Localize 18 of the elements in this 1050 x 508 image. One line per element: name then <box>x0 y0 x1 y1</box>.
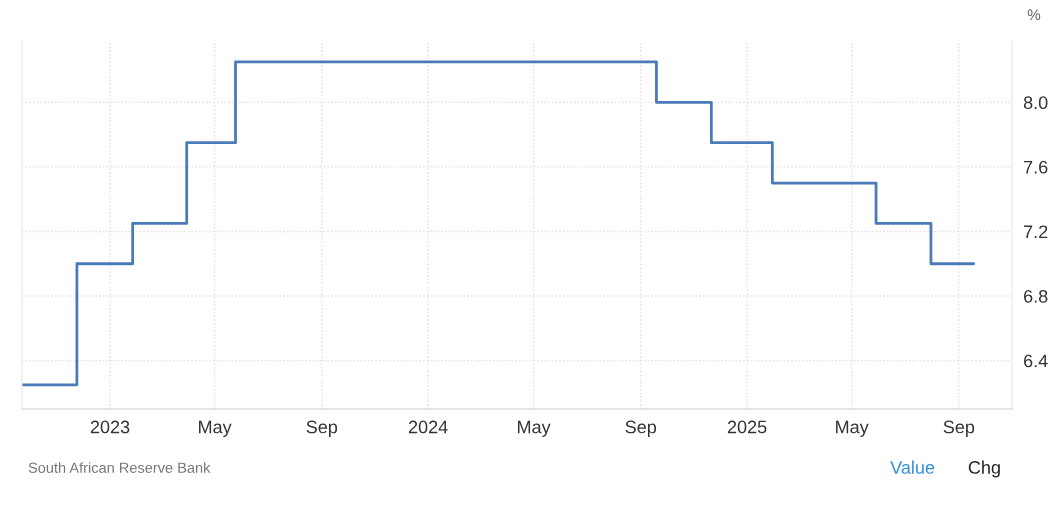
y-tick-label: 8.0 <box>1023 96 1048 110</box>
x-tick-label: May <box>517 420 551 437</box>
x-tick-label: 2023 <box>90 420 130 434</box>
x-tick-label: Sep <box>943 420 975 437</box>
y-axis-title: % <box>1027 9 1041 21</box>
y-tick-label: 6.4 <box>1024 354 1048 368</box>
x-tick-label: May <box>836 420 869 437</box>
x-tick-label: 2024 <box>408 420 448 434</box>
x-tick-label: Sep <box>306 420 338 437</box>
y-tick-label: 7.2 <box>1024 225 1048 238</box>
y-tick-label: 7.6 <box>1024 160 1048 174</box>
text: Chg <box>968 460 1000 478</box>
x-tick-label: May <box>199 420 232 437</box>
text: Value <box>890 460 935 474</box>
y-tick-label: 6.8 <box>1024 289 1048 303</box>
text: South African Reserve Bank <box>28 462 211 473</box>
x-tick-label: 2025 <box>727 420 767 434</box>
x-tick-label: Sep <box>625 420 657 437</box>
